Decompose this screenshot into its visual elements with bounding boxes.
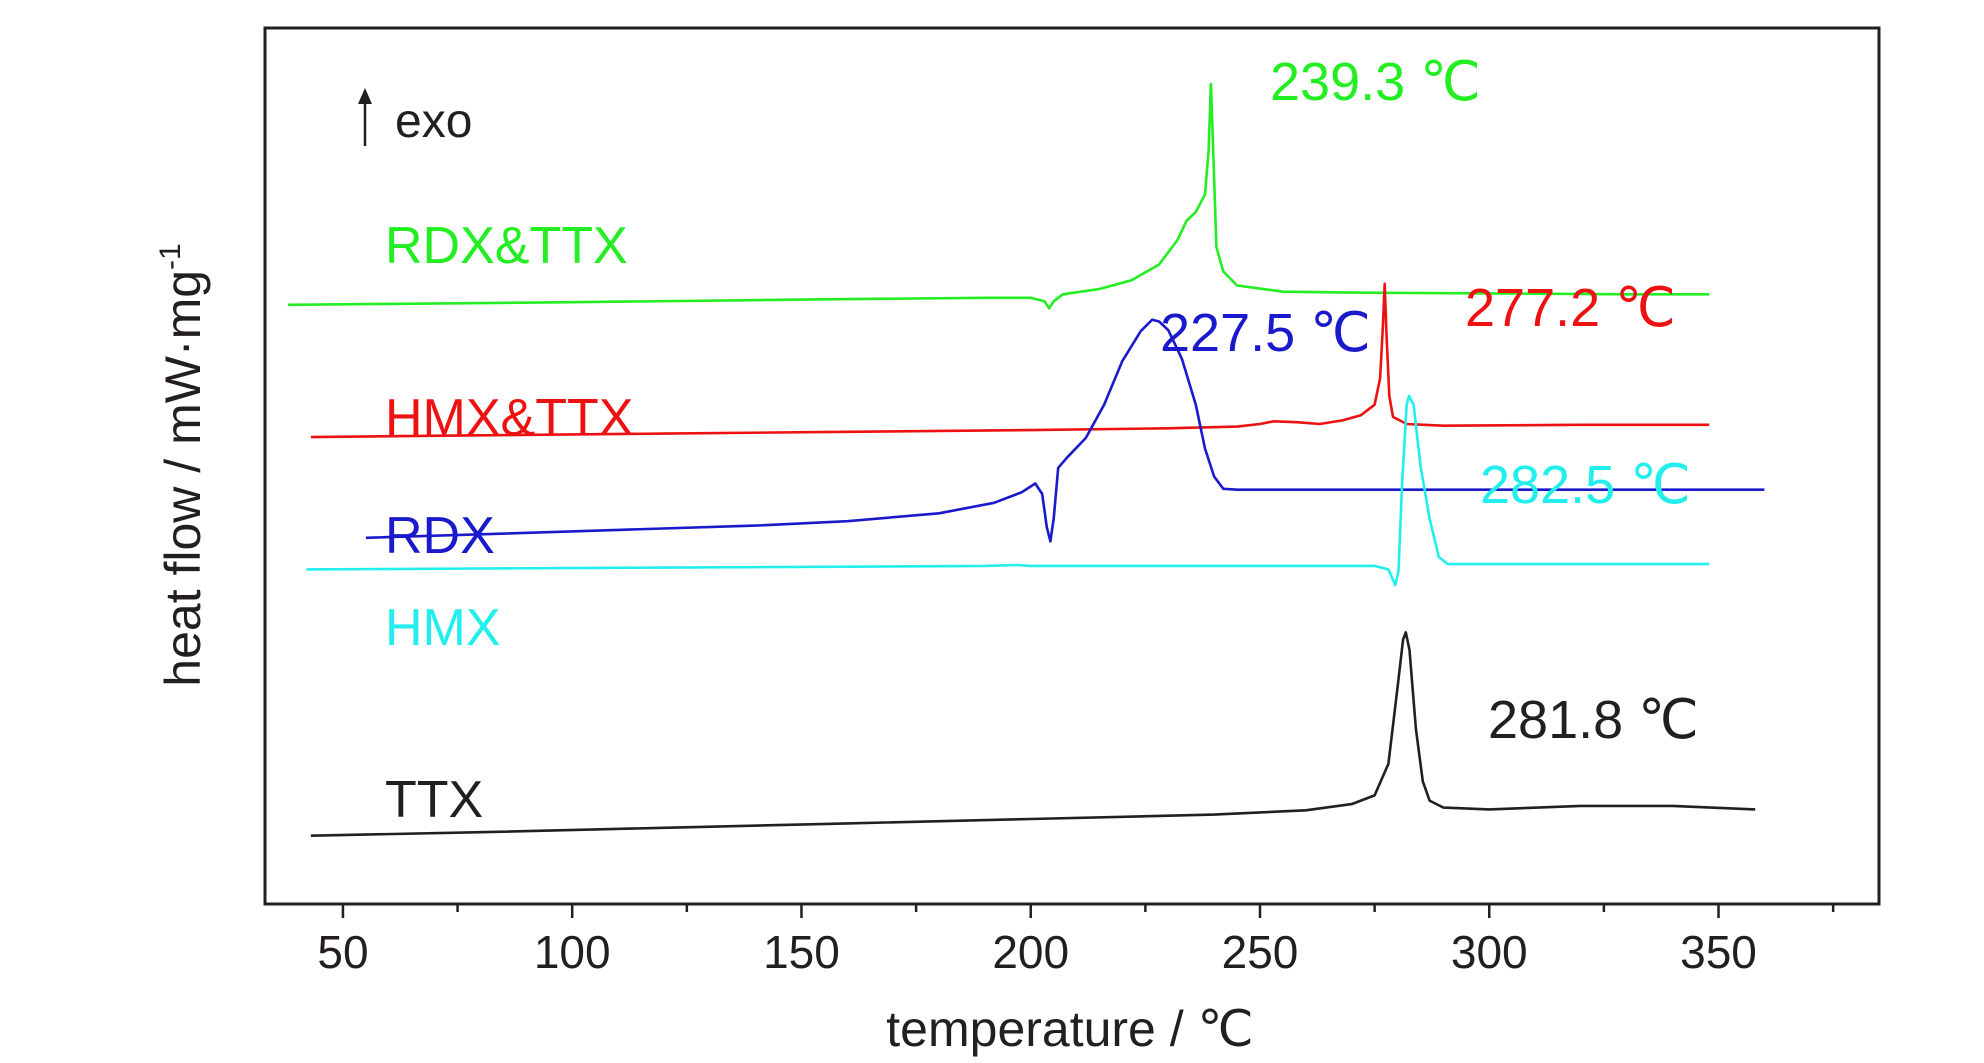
x-tick-label: 100 [534,926,611,978]
series-line-rdx [365,318,1765,543]
label-layer: RDX&TTX 239.3 ℃ HMX&TTX 277.2 ℃ RDX 227.5 ℃ HM… [385,52,1699,829]
x-tick-label: 150 [763,926,840,978]
exo-label: exo [395,95,472,148]
series-line-hmx [306,394,1710,587]
x-axis: 50 100 150 200 250 300 350 [317,904,1835,978]
y-axis-title: heat flow / mW·mg-1 [154,243,211,686]
series-label-hmx-ttx: HMX&TTX [385,389,633,447]
exo-indicator: exo [358,88,472,148]
x-tick-label: 200 [992,926,1069,978]
peak-label-hmx: 282.5 ℃ [1480,455,1691,515]
peak-label-rdx: 227.5 ℃ [1160,303,1371,363]
exo-arrow-icon [358,88,372,104]
series-layer [287,82,1765,837]
x-tick-label: 50 [317,926,368,978]
x-tick-label: 350 [1680,926,1757,978]
series-line-hmx-ttx [310,282,1710,439]
x-tick-label: 250 [1222,926,1299,978]
peak-label-ttx: 281.8 ℃ [1488,690,1699,750]
x-tick-label: 300 [1451,926,1528,978]
y-axis-title-main: heat flow / mW·mg [155,270,211,687]
plot-frame [263,26,1881,906]
y-axis-title-superscript: -1 [154,243,187,270]
peak-label-rdx-ttx: 239.3 ℃ [1270,52,1481,112]
x-axis-title: temperature / ℃ [886,1001,1253,1057]
series-label-ttx: TTX [385,771,483,829]
series-label-rdx: RDX [385,507,495,565]
series-line-rdx-ttx [287,82,1710,310]
peak-label-hmx-ttx: 277.2 ℃ [1465,278,1676,338]
series-line-ttx [310,631,1756,837]
series-label-rdx-ttx: RDX&TTX [385,217,628,275]
y-axis-title-group: heat flow / mW·mg-1 [154,243,211,686]
series-label-hmx: HMX [385,599,501,657]
